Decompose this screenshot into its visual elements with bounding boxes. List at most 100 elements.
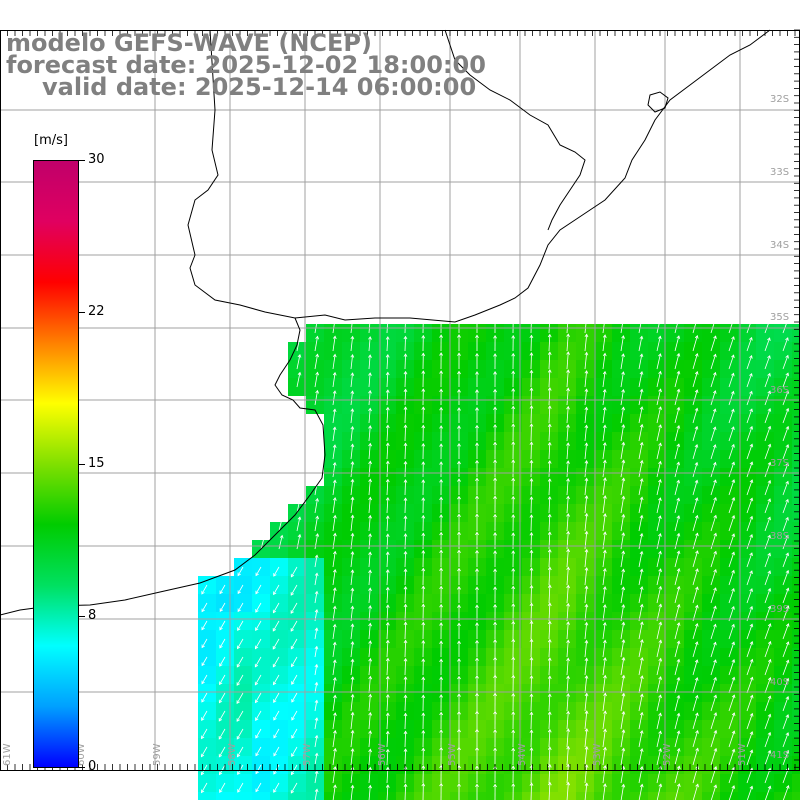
lon-label: 53W xyxy=(592,743,603,766)
wind-arrow-shaft xyxy=(368,552,371,568)
lat-label: 38S xyxy=(770,531,789,542)
wind-arrow-head xyxy=(785,696,790,700)
wind-arrow-shaft xyxy=(638,442,643,460)
wind-arrow-shaft xyxy=(728,444,735,460)
wind-arrow-shaft xyxy=(314,390,318,406)
wind-arrow-head xyxy=(713,550,717,555)
wind-arrow-head xyxy=(511,477,516,482)
wind-arrow-head xyxy=(314,681,319,686)
wind-arrow-head xyxy=(219,608,224,612)
wind-arrow-head xyxy=(475,513,479,517)
wind-arrow-shaft xyxy=(692,641,698,658)
wind-arrow-head xyxy=(566,387,570,392)
wind-arrow-head xyxy=(385,604,390,608)
wind-speed-cell xyxy=(792,630,800,648)
wind-arrow-shaft xyxy=(237,566,244,576)
wind-arrow-head xyxy=(201,626,205,631)
wind-arrow-shaft xyxy=(764,588,771,604)
wind-arrow-head xyxy=(621,747,626,752)
wind-arrow-head xyxy=(658,479,662,483)
wind-arrow-head xyxy=(785,480,789,485)
wind-arrow-head xyxy=(676,658,681,663)
wind-arrow-head xyxy=(439,352,443,356)
wind-arrow-shaft xyxy=(638,460,643,478)
wind-arrow-shaft xyxy=(746,426,753,442)
wind-arrow-head xyxy=(584,333,589,338)
wind-arrow-head xyxy=(749,534,753,538)
wind-arrow-shaft xyxy=(332,677,336,694)
wind-arrow-head xyxy=(350,390,355,395)
wind-arrow-shaft xyxy=(548,460,551,478)
wind-arrow-head xyxy=(584,621,589,626)
colorbar-tick-mark xyxy=(79,767,85,768)
wind-arrow-shaft xyxy=(566,549,569,568)
coastline-argentina xyxy=(0,317,326,616)
wind-arrow-head xyxy=(713,568,717,573)
wind-arrow-shaft xyxy=(332,551,336,568)
wind-arrow-shaft xyxy=(602,550,606,568)
wind-arrow-shaft xyxy=(764,553,771,568)
wind-arrow-head xyxy=(511,656,516,661)
wind-arrow-head xyxy=(602,549,607,554)
wind-arrow-shaft xyxy=(332,354,336,370)
wind-arrow-shaft xyxy=(332,712,336,730)
wind-arrow-head xyxy=(403,585,408,590)
wind-arrow-shaft xyxy=(638,604,643,622)
wind-arrow-shaft xyxy=(548,639,551,658)
wind-speed-cell xyxy=(684,792,702,800)
wind-arrow-head xyxy=(566,584,571,589)
wind-arrow-shaft xyxy=(219,638,226,649)
wind-arrow-head xyxy=(475,746,479,751)
wind-arrow-shaft xyxy=(219,656,226,667)
wind-arrow-head xyxy=(785,641,790,646)
wind-arrow-shaft xyxy=(404,604,407,622)
wind-arrow-head xyxy=(219,626,223,631)
wind-arrow-shaft xyxy=(332,480,336,496)
wind-arrow-head xyxy=(332,371,337,376)
wind-arrow-head xyxy=(511,638,516,643)
wind-arrow-head xyxy=(731,408,735,413)
wind-arrow-shaft xyxy=(368,443,371,460)
wind-arrow-head xyxy=(712,408,717,413)
wind-arrow-head xyxy=(767,640,772,645)
lon-label: 57W xyxy=(302,743,313,766)
wind-speed-cell xyxy=(792,540,800,558)
wind-arrow-shaft xyxy=(638,406,643,424)
wind-arrow-shaft xyxy=(602,389,606,406)
wind-arrow-head xyxy=(731,515,736,519)
wind-arrow-head xyxy=(639,550,644,555)
wind-arrow-shaft xyxy=(237,782,244,793)
wind-arrow-shaft xyxy=(764,444,771,460)
wind-arrow-head xyxy=(350,372,355,376)
wind-arrow-head xyxy=(785,425,790,430)
wind-arrow-shaft xyxy=(782,463,789,478)
wind-arrow-head xyxy=(403,515,408,519)
wind-arrow-head xyxy=(314,717,319,721)
wind-arrow-shaft xyxy=(566,460,569,478)
wind-arrow-head xyxy=(529,656,534,661)
wind-arrow-shaft xyxy=(530,567,532,586)
wind-speed-cell xyxy=(774,792,792,800)
wind-arrow-shaft xyxy=(236,692,244,704)
wind-arrow-shaft xyxy=(548,694,551,712)
wind-arrow-head xyxy=(767,461,772,466)
wind-arrow-head xyxy=(566,442,570,446)
wind-arrow-shaft xyxy=(548,747,551,766)
wind-arrow-shaft xyxy=(273,728,280,738)
wind-arrow-shaft xyxy=(638,569,643,586)
colorbar-unit: [m/s] xyxy=(34,133,68,148)
wind-arrow-shaft xyxy=(782,623,789,640)
wind-arrow-shaft xyxy=(404,749,406,766)
wind-arrow-head xyxy=(493,710,497,715)
wind-arrow-head xyxy=(547,728,552,733)
wind-arrow-head xyxy=(713,729,718,734)
wind-arrow-shaft xyxy=(692,389,698,406)
wind-arrow-head xyxy=(511,441,516,445)
wind-arrow-shaft xyxy=(656,443,661,460)
wind-arrow-head xyxy=(639,423,644,428)
wind-arrow-shaft xyxy=(332,497,336,514)
wind-arrow-head xyxy=(694,389,699,394)
wind-arrow-shaft xyxy=(368,425,371,442)
wind-arrow-shaft xyxy=(674,425,680,442)
wind-arrow-shaft xyxy=(656,640,662,658)
